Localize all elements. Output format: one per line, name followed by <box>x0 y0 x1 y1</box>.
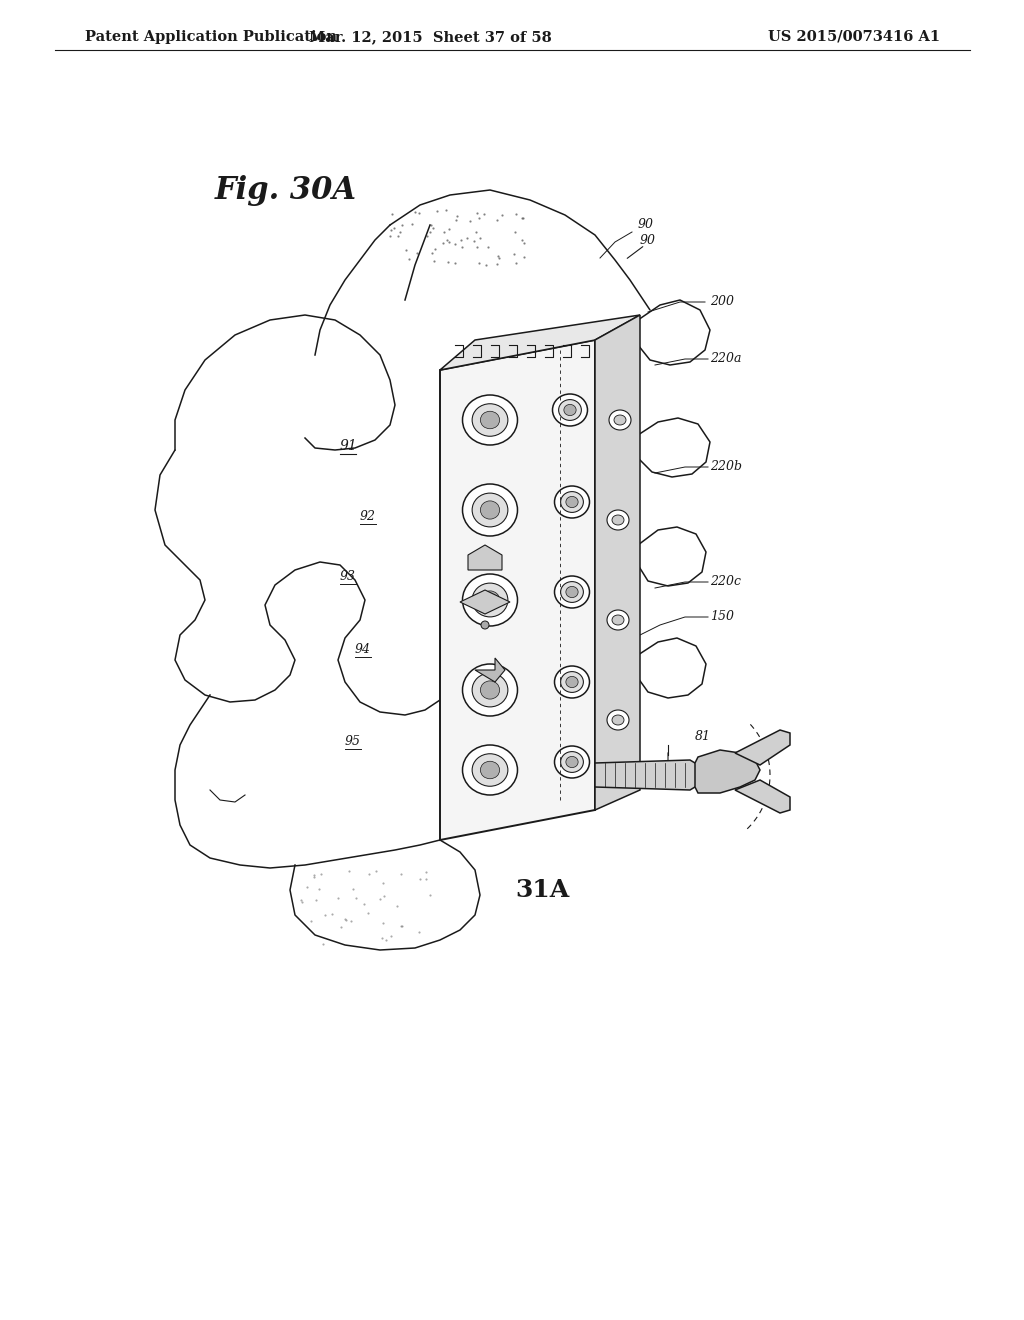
Text: Mar. 12, 2015  Sheet 37 of 58: Mar. 12, 2015 Sheet 37 of 58 <box>308 30 551 44</box>
Text: 210: 210 <box>518 570 542 583</box>
Polygon shape <box>440 315 640 370</box>
Ellipse shape <box>560 491 584 512</box>
Ellipse shape <box>480 681 500 700</box>
Ellipse shape <box>607 710 629 730</box>
Ellipse shape <box>612 515 624 525</box>
Ellipse shape <box>609 411 631 430</box>
Ellipse shape <box>607 510 629 531</box>
Polygon shape <box>460 590 510 614</box>
Ellipse shape <box>472 673 508 708</box>
Ellipse shape <box>555 576 590 609</box>
Text: 94: 94 <box>355 643 371 656</box>
Text: 81: 81 <box>695 730 711 743</box>
Text: 220c: 220c <box>710 576 741 587</box>
Ellipse shape <box>472 494 508 527</box>
Ellipse shape <box>553 393 588 426</box>
Ellipse shape <box>560 751 584 772</box>
Ellipse shape <box>463 664 517 715</box>
Ellipse shape <box>463 744 517 795</box>
Ellipse shape <box>480 500 500 519</box>
Text: 220b: 220b <box>710 459 742 473</box>
Text: 92: 92 <box>360 510 376 523</box>
Ellipse shape <box>480 591 500 609</box>
Ellipse shape <box>560 672 584 693</box>
Ellipse shape <box>612 715 624 725</box>
Text: Patent Application Publication: Patent Application Publication <box>85 30 337 44</box>
Ellipse shape <box>566 496 579 508</box>
Ellipse shape <box>463 395 517 445</box>
Text: 91: 91 <box>340 440 357 453</box>
Ellipse shape <box>607 610 629 630</box>
Text: US 2015/0073416 A1: US 2015/0073416 A1 <box>768 30 940 44</box>
Text: 31A: 31A <box>515 878 569 902</box>
Ellipse shape <box>560 582 584 602</box>
Ellipse shape <box>555 486 590 517</box>
Ellipse shape <box>566 676 579 688</box>
Text: 150: 150 <box>710 610 734 623</box>
Text: 90: 90 <box>640 234 656 247</box>
Ellipse shape <box>463 574 517 626</box>
Polygon shape <box>440 341 595 840</box>
Ellipse shape <box>566 586 579 598</box>
Text: 90: 90 <box>638 218 654 231</box>
Polygon shape <box>735 780 790 813</box>
Polygon shape <box>595 760 700 789</box>
Ellipse shape <box>555 746 590 777</box>
Ellipse shape <box>481 620 489 630</box>
Text: 93: 93 <box>340 570 356 583</box>
Text: 220a: 220a <box>710 352 741 366</box>
Polygon shape <box>595 315 640 810</box>
Ellipse shape <box>472 583 508 616</box>
Ellipse shape <box>463 484 517 536</box>
Ellipse shape <box>472 404 508 436</box>
Polygon shape <box>695 750 760 793</box>
Ellipse shape <box>566 756 579 768</box>
Polygon shape <box>735 730 790 766</box>
Ellipse shape <box>612 615 624 624</box>
Ellipse shape <box>564 404 577 416</box>
Ellipse shape <box>555 667 590 698</box>
Polygon shape <box>468 545 502 570</box>
Text: 200: 200 <box>710 294 734 308</box>
Text: Fig. 30A: Fig. 30A <box>215 174 357 206</box>
Polygon shape <box>475 657 505 682</box>
Ellipse shape <box>559 400 582 420</box>
Ellipse shape <box>480 412 500 429</box>
Text: 95: 95 <box>345 735 361 748</box>
Ellipse shape <box>614 414 626 425</box>
Ellipse shape <box>480 762 500 779</box>
Ellipse shape <box>472 754 508 787</box>
